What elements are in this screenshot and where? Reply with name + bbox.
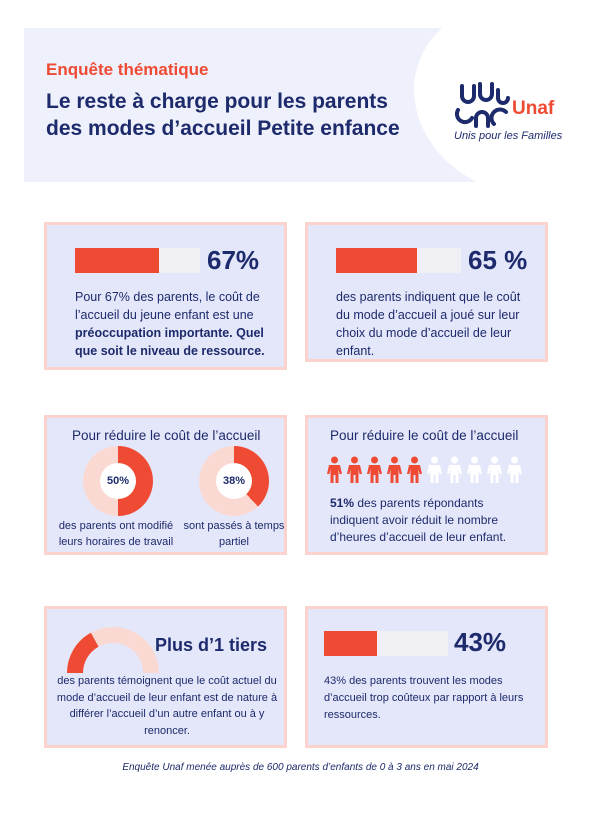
stat-text-67: Pour 67% des parents, le coût de l’accue… bbox=[75, 288, 265, 360]
unaf-logo-word: Unaf bbox=[512, 98, 555, 119]
donut-caption-38-line1: sont passés à temps bbox=[183, 520, 285, 532]
stat-percent-67: 67% bbox=[207, 245, 260, 275]
person-icon-filled bbox=[347, 456, 362, 483]
people-card-text-rest: des parents répondants indiquent avoir r… bbox=[330, 496, 507, 544]
donut-chart-50-label: 50% bbox=[100, 463, 136, 499]
person-icon-empty bbox=[507, 456, 522, 483]
stat-card-43: 43% 43% des parents trouvent les modes d… bbox=[305, 606, 548, 748]
stat-text-43: 43% des parents trouvent les modes d’acc… bbox=[324, 675, 524, 721]
half-gauge bbox=[67, 627, 159, 674]
person-icon-filled bbox=[367, 456, 382, 483]
one-third-card: Plus d’1 tiers des parents témoignent qu… bbox=[44, 606, 287, 748]
people-pictogram bbox=[326, 456, 523, 484]
donuts-card-title: Pour réduire le coût de l’accueil bbox=[72, 428, 261, 443]
donut-chart-50: 50% bbox=[83, 446, 153, 516]
donut-caption-50-line2: leurs horaires de travail bbox=[58, 536, 174, 548]
page-title: Le reste à charge pour les parents des m… bbox=[46, 88, 426, 142]
stat-card-65: 65 % des parents indiquent que le coût d… bbox=[305, 222, 548, 362]
progress-bar-65 bbox=[336, 248, 461, 273]
page-title-line2: des modes d’accueil Petite enfance bbox=[46, 117, 400, 140]
progress-bar-43-fill bbox=[324, 631, 378, 656]
donut-caption-38: sont passés à temps partiel bbox=[179, 518, 289, 550]
person-icon-empty bbox=[447, 456, 462, 483]
progress-bar-43 bbox=[324, 631, 448, 656]
people-card-text: 51% des parents répondants indiquent avo… bbox=[330, 495, 530, 546]
half-gauge-fill bbox=[67, 632, 99, 674]
page-title-line1: Le reste à charge pour les parents bbox=[46, 90, 388, 113]
person-icon-filled bbox=[327, 456, 342, 483]
reduce-cost-people-card: Pour réduire le coût de l’accueil 51% de… bbox=[305, 415, 548, 555]
people-card-title: Pour réduire le coût de l’accueil bbox=[330, 428, 519, 443]
donut-caption-38-line2: partiel bbox=[219, 536, 249, 548]
person-icon-filled bbox=[387, 456, 402, 483]
unaf-logo-tagline: Unis pour les Familles bbox=[454, 130, 563, 142]
stat-text-67-bold: préoccupation importante. Quel que soit … bbox=[75, 326, 265, 358]
stat-text-65: des parents indiquent que le coût du mod… bbox=[336, 290, 521, 358]
header-kicker: Enquête thématique bbox=[46, 60, 209, 79]
progress-bar-67 bbox=[75, 248, 200, 273]
progress-bar-65-fill bbox=[336, 248, 418, 273]
stat-percent-43: 43% bbox=[454, 627, 507, 657]
person-icon-filled bbox=[407, 456, 422, 483]
one-third-headline: Plus d’1 tiers bbox=[155, 635, 268, 655]
stat-percent-65: 65 % bbox=[468, 245, 528, 275]
unaf-logo: Unaf Unis pour les Familles bbox=[454, 80, 574, 150]
donut-chart-38-label: 38% bbox=[216, 463, 252, 499]
footer-note: Enquête Unaf menée auprès de 600 parents… bbox=[122, 762, 479, 773]
one-third-text: des parents témoignent que le coût actue… bbox=[56, 675, 278, 737]
donut-caption-50-line1: des parents ont modifié bbox=[58, 520, 174, 532]
reduce-cost-donuts-card: Pour réduire le coût de l’accueil 50% 38… bbox=[44, 415, 287, 555]
people-card-text-bold: 51% bbox=[330, 496, 355, 510]
donut-caption-50: des parents ont modifié leurs horaires d… bbox=[53, 518, 179, 550]
person-icon-empty bbox=[467, 456, 482, 483]
unaf-logo-icon bbox=[454, 82, 510, 128]
stat-card-67: 67% Pour 67% des parents, le coût de l’a… bbox=[44, 222, 287, 370]
progress-bar-67-fill bbox=[75, 248, 159, 273]
person-icon-empty bbox=[427, 456, 442, 483]
header-banner: Enquête thématique Le reste à charge pou… bbox=[24, 28, 574, 182]
stat-text-67-start: Pour 67% des parents, le coût de l’accue… bbox=[75, 290, 260, 322]
donut-chart-38: 38% bbox=[199, 446, 269, 516]
person-icon-empty bbox=[487, 456, 502, 483]
